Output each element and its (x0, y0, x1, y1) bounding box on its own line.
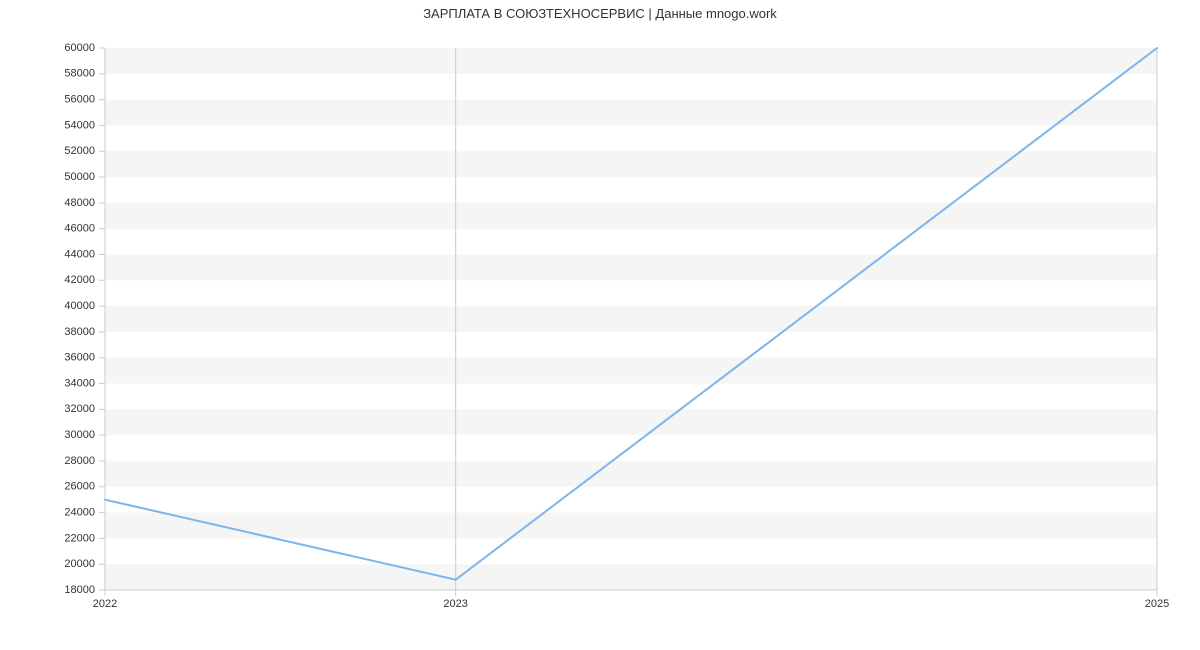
grid-band (105, 332, 1157, 358)
y-tick-label: 28000 (64, 455, 95, 467)
y-tick-label: 18000 (64, 584, 95, 596)
y-tick-label: 40000 (64, 300, 95, 312)
chart-title: ЗАРПЛАТА В СОЮЗТЕХНОСЕРВИС | Данные mnog… (0, 6, 1200, 21)
y-tick-label: 52000 (64, 145, 95, 157)
y-tick-label: 20000 (64, 558, 95, 570)
y-tick-label: 60000 (64, 42, 95, 54)
grid-band (105, 306, 1157, 332)
y-tick-label: 48000 (64, 197, 95, 209)
grid-band (105, 74, 1157, 100)
grid-band (105, 487, 1157, 513)
grid-band (105, 48, 1157, 74)
x-tick-label: 2022 (93, 598, 117, 610)
grid-band (105, 203, 1157, 229)
grid-band (105, 461, 1157, 487)
grid-band (105, 100, 1157, 126)
y-tick-label: 46000 (64, 223, 95, 235)
grid-band (105, 564, 1157, 590)
x-tick-label: 2023 (443, 598, 467, 610)
y-tick-label: 24000 (64, 506, 95, 518)
y-tick-label: 38000 (64, 326, 95, 338)
chart-svg: 18000 20000 22000 24000 26000 28000 30000 32000… (0, 0, 1200, 650)
y-tick-label: 32000 (64, 403, 95, 415)
grid-band (105, 280, 1157, 306)
salary-chart: ЗАРПЛАТА В СОЮЗТЕХНОСЕРВИС | Данные mnog… (0, 0, 1200, 650)
y-tick-label: 44000 (64, 248, 95, 260)
y-tick-label: 34000 (64, 377, 95, 389)
grid-band (105, 125, 1157, 151)
grid-band (105, 538, 1157, 564)
y-tick-label: 30000 (64, 429, 95, 441)
grid-band (105, 254, 1157, 280)
y-tick-label: 54000 (64, 119, 95, 131)
grid-band (105, 151, 1157, 177)
grid-band (105, 435, 1157, 461)
y-tick-label: 50000 (64, 171, 95, 183)
x-tick-label: 2025 (1145, 598, 1169, 610)
grid-band (105, 229, 1157, 255)
y-tick-label: 36000 (64, 352, 95, 364)
y-tick-label: 42000 (64, 274, 95, 286)
y-tick-label: 22000 (64, 532, 95, 544)
grid-band (105, 384, 1157, 410)
y-tick-label: 58000 (64, 68, 95, 80)
grid-band (105, 513, 1157, 539)
y-tick-label: 56000 (64, 94, 95, 106)
grid-band (105, 409, 1157, 435)
grid-band (105, 358, 1157, 384)
y-tick-label: 26000 (64, 481, 95, 493)
grid-band (105, 177, 1157, 203)
